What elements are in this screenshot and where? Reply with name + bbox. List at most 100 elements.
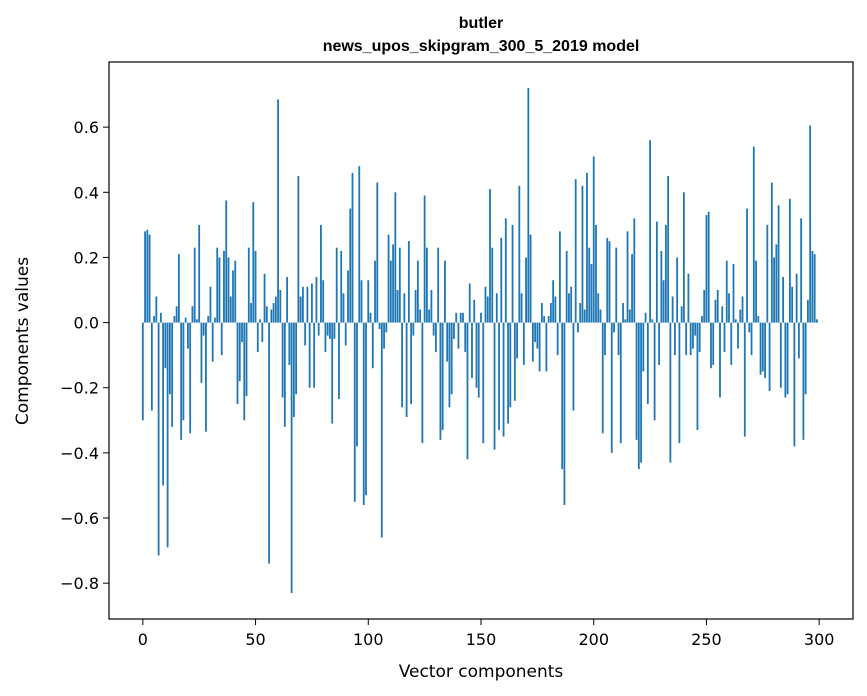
bar <box>263 273 266 323</box>
y-axis-label: Components values <box>13 257 33 425</box>
bar <box>543 316 546 323</box>
bar <box>171 322 174 427</box>
bar <box>773 257 775 323</box>
bar <box>182 322 185 421</box>
bar <box>719 322 721 398</box>
bar <box>791 286 794 323</box>
bar <box>793 322 796 447</box>
bar <box>752 146 755 323</box>
bar <box>538 322 541 372</box>
bar <box>218 257 221 323</box>
bar <box>601 322 604 434</box>
x-tick-label: 100 <box>353 630 384 649</box>
bar <box>475 322 478 388</box>
bar <box>646 322 649 405</box>
bar <box>299 296 302 323</box>
bar <box>252 202 255 323</box>
bar <box>734 319 737 323</box>
bar <box>755 260 757 323</box>
bar <box>746 208 748 323</box>
bar <box>342 293 345 323</box>
bar <box>554 296 557 323</box>
bar <box>705 215 708 323</box>
bar <box>599 309 602 323</box>
bar <box>480 312 482 323</box>
bar <box>788 198 791 323</box>
bar <box>604 322 606 356</box>
bar <box>268 322 270 564</box>
bar <box>416 260 419 323</box>
bar <box>320 224 322 323</box>
bar <box>200 322 203 383</box>
bar <box>649 140 651 323</box>
bar <box>150 322 153 411</box>
bar <box>360 280 363 323</box>
chart-title: butler <box>459 15 503 32</box>
bar <box>250 303 252 323</box>
bar <box>247 247 250 323</box>
bar <box>687 273 690 323</box>
bar <box>795 273 798 323</box>
bar <box>540 303 543 323</box>
bar <box>809 125 812 323</box>
bar <box>385 322 388 333</box>
bar <box>807 299 809 323</box>
bar <box>193 247 196 323</box>
bar <box>635 322 638 440</box>
bar <box>322 280 325 323</box>
bar <box>556 322 559 356</box>
bar <box>595 224 597 323</box>
bar <box>281 322 284 398</box>
bar <box>655 221 658 323</box>
bar <box>232 270 234 323</box>
bar <box>498 322 500 431</box>
bar <box>685 322 688 356</box>
bar <box>444 260 446 323</box>
bar <box>527 88 530 323</box>
bar <box>331 322 334 424</box>
bar <box>570 286 573 323</box>
bar <box>692 322 694 349</box>
bar <box>308 322 311 388</box>
bar <box>450 322 453 395</box>
bar <box>547 316 550 323</box>
bar <box>678 322 681 444</box>
bar <box>202 322 205 336</box>
bar <box>698 322 701 352</box>
bar <box>462 312 464 323</box>
bar <box>617 322 620 356</box>
y-tick-label: −0.4 <box>60 444 99 463</box>
bar <box>728 293 730 323</box>
bar <box>214 317 216 323</box>
bar <box>259 319 261 323</box>
bar <box>525 257 527 323</box>
bar <box>723 322 726 352</box>
bar <box>777 205 780 323</box>
bar <box>428 309 431 323</box>
bar <box>162 322 165 486</box>
bar <box>283 322 286 427</box>
bar <box>227 257 230 323</box>
bar <box>613 322 615 333</box>
bar <box>340 250 343 323</box>
plot-frame <box>108 61 854 620</box>
bar <box>241 322 243 343</box>
bar <box>146 229 149 323</box>
bar <box>223 250 225 323</box>
bar <box>324 322 327 352</box>
bar <box>209 286 212 323</box>
bar <box>432 322 435 336</box>
bar <box>245 322 248 396</box>
bar <box>338 322 340 400</box>
y-tick-label: −0.6 <box>60 509 99 528</box>
bar <box>707 211 710 323</box>
bar <box>141 322 144 421</box>
bar <box>671 296 674 323</box>
bar <box>703 290 706 323</box>
bar <box>401 322 403 408</box>
bar <box>464 322 467 352</box>
bar <box>504 218 507 323</box>
bar <box>577 322 579 333</box>
bar <box>317 322 320 336</box>
bar <box>559 231 561 323</box>
